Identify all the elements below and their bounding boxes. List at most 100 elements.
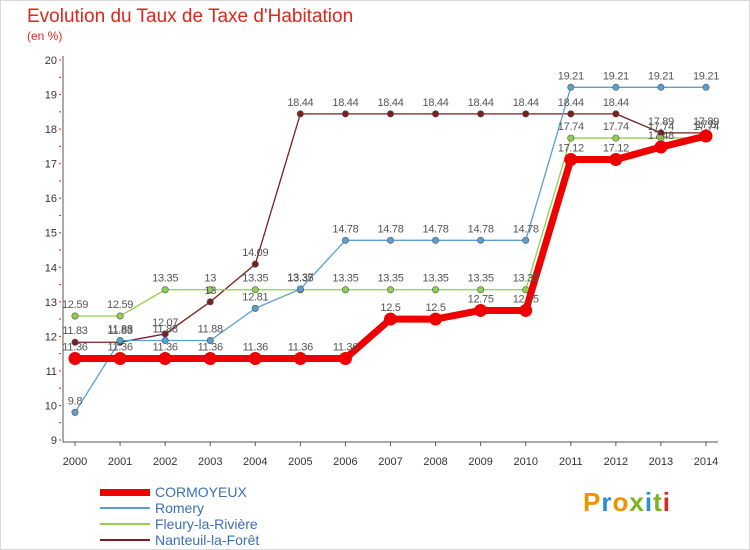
data-label: 17.89 bbox=[693, 116, 719, 128]
data-point bbox=[432, 236, 440, 244]
x-tick-label: 2002 bbox=[153, 456, 177, 468]
logo-letter: i bbox=[662, 487, 671, 517]
data-label: 13.35 bbox=[423, 273, 449, 285]
data-label: 11.36 bbox=[288, 341, 313, 353]
data-point bbox=[612, 134, 620, 142]
data-label: 11.88 bbox=[107, 324, 132, 336]
logo-letter: x bbox=[629, 487, 645, 517]
data-point bbox=[702, 83, 710, 91]
x-tick-label: 2012 bbox=[604, 456, 628, 468]
x-tick-label: 2009 bbox=[468, 456, 492, 468]
y-tick-label: 9 bbox=[51, 435, 57, 447]
data-label: 13 bbox=[204, 285, 216, 297]
data-label: 13.35 bbox=[152, 273, 178, 285]
y-tick-label: 12 bbox=[45, 331, 57, 343]
data-label: 11.88 bbox=[198, 324, 223, 336]
data-point bbox=[477, 110, 485, 118]
data-point bbox=[432, 110, 440, 118]
data-point bbox=[612, 110, 620, 118]
data-point bbox=[522, 110, 530, 118]
data-label: 11.36 bbox=[107, 341, 132, 353]
data-point bbox=[206, 286, 214, 294]
x-tick-label: 2007 bbox=[378, 456, 402, 468]
data-point bbox=[161, 286, 169, 294]
data-point bbox=[567, 83, 575, 91]
data-point bbox=[296, 285, 304, 293]
data-label: 14.09 bbox=[242, 247, 268, 259]
data-label: 11.36 bbox=[333, 341, 358, 353]
x-tick-label: 2008 bbox=[423, 456, 447, 468]
legend-swatch-cormoyeux bbox=[100, 489, 150, 496]
y-tick-label: 16 bbox=[45, 193, 57, 205]
y-tick-label: 14 bbox=[45, 262, 57, 274]
y-tick-label: 13 bbox=[45, 297, 57, 309]
legend-label-nanteuil: Nanteuil-la-Forêt bbox=[155, 532, 260, 548]
data-label: 18.44 bbox=[513, 97, 539, 109]
data-label: 12.5 bbox=[425, 302, 445, 314]
data-label: 17.89 bbox=[648, 116, 674, 128]
data-label: 12.75 bbox=[513, 293, 539, 305]
data-label: 18.44 bbox=[377, 97, 403, 109]
data-point bbox=[158, 351, 172, 365]
data-point bbox=[341, 286, 349, 294]
data-label: 11.36 bbox=[62, 341, 87, 353]
data-point bbox=[71, 408, 79, 416]
data-label: 9.8 bbox=[68, 395, 83, 407]
data-point bbox=[161, 337, 169, 345]
data-point bbox=[429, 312, 443, 326]
data-point bbox=[251, 304, 259, 312]
data-label: 13.35 bbox=[332, 273, 358, 285]
data-label: 11.36 bbox=[153, 341, 178, 353]
data-point bbox=[296, 110, 304, 118]
data-label: 17.74 bbox=[603, 121, 629, 133]
data-point bbox=[612, 83, 620, 91]
data-point bbox=[522, 236, 530, 244]
data-point bbox=[432, 286, 440, 294]
legend-label-romery: Romery bbox=[155, 500, 205, 516]
data-label: 13.35 bbox=[242, 273, 268, 285]
data-point bbox=[384, 312, 397, 326]
data-label: 18.44 bbox=[332, 97, 358, 109]
data-label: 11.83 bbox=[62, 325, 87, 337]
data-point bbox=[657, 83, 665, 91]
data-label: 17.74 bbox=[693, 121, 719, 133]
data-label: 11.36 bbox=[243, 341, 268, 353]
data-label: 18.44 bbox=[468, 97, 494, 109]
proxiti-logo: Proxiti bbox=[583, 487, 671, 518]
data-label: 19.21 bbox=[693, 70, 719, 82]
y-tick-label: 17 bbox=[45, 159, 57, 171]
data-point bbox=[519, 303, 533, 317]
data-point bbox=[251, 260, 259, 268]
x-tick-label: 2004 bbox=[243, 456, 267, 468]
legend-label-cormoyeux: CORMOYEUX bbox=[155, 484, 247, 500]
y-tick-label: 19 bbox=[45, 90, 57, 102]
data-point bbox=[203, 351, 217, 365]
data-label: 11.83 bbox=[107, 325, 132, 337]
data-label: 18.44 bbox=[603, 97, 629, 109]
data-point bbox=[116, 312, 124, 320]
data-label: 13.35 bbox=[513, 273, 539, 285]
data-label: 17.74 bbox=[558, 121, 584, 133]
data-label: 12.75 bbox=[468, 293, 494, 305]
data-label: 14.78 bbox=[468, 223, 494, 235]
data-label: 14.78 bbox=[423, 223, 449, 235]
x-tick-label: 2014 bbox=[694, 456, 718, 468]
data-point bbox=[386, 110, 394, 118]
chart-title: Evolution du Taux de Taxe d'Habitation bbox=[27, 6, 354, 27]
data-point bbox=[477, 286, 485, 294]
x-tick-label: 2010 bbox=[513, 456, 537, 468]
data-label: 12.5 bbox=[380, 302, 400, 314]
data-point bbox=[251, 286, 259, 294]
logo-letter: o bbox=[612, 487, 630, 517]
chart-unit: (en %) bbox=[27, 29, 63, 43]
data-label: 13.35 bbox=[377, 273, 403, 285]
logo-letter: P bbox=[583, 487, 602, 517]
x-tick-label: 2003 bbox=[198, 456, 222, 468]
data-point bbox=[609, 152, 623, 166]
data-label: 12.59 bbox=[107, 299, 133, 311]
legend-swatch-romery bbox=[100, 507, 150, 509]
y-tick-label: 10 bbox=[45, 400, 57, 412]
data-label: 17.12 bbox=[603, 142, 629, 154]
y-tick-label: 11 bbox=[46, 366, 57, 378]
data-point bbox=[386, 236, 394, 244]
